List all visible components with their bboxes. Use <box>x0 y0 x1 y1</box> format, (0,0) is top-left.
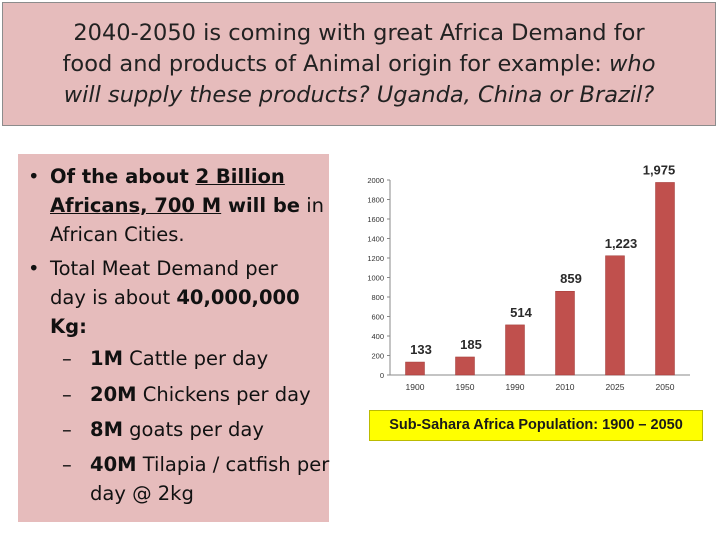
sub-bullet-4-bold: 40M <box>90 453 137 476</box>
sub-bullet-1-bold: 1M <box>90 347 123 370</box>
x-tick-label: 2050 <box>656 382 675 392</box>
title-line-2-plain: food and products of Animal origin for e… <box>62 50 610 77</box>
sub-bullet-1: –1M Cattle per day <box>62 344 268 373</box>
sub-bullet-1-text: Cattle per day <box>122 347 269 370</box>
sub-bullet-dash: – <box>62 383 72 406</box>
bullet-2-line-2: day is about 40,000,000 <box>50 283 330 312</box>
value-label-1950: 185 <box>460 337 482 352</box>
bullet-1-underline-1: 2 Billion <box>195 165 285 188</box>
y-tick-label: 1600 <box>367 215 384 224</box>
bullet-2-line-3: Kg: <box>50 312 330 341</box>
chart-caption: Sub-Sahara Africa Population: 1900 – 205… <box>369 410 703 441</box>
slide-title: 2040-2050 is coming with great Africa De… <box>2 2 716 126</box>
bullet-panel: • Of the about 2 Billion Africans, 700 M… <box>18 154 329 522</box>
bar-1900 <box>405 361 425 376</box>
y-tick-label: 1800 <box>367 196 384 205</box>
value-label-2025: 1,223 <box>605 236 638 251</box>
title-line-3: will supply these products? Uganda, Chin… <box>64 80 655 111</box>
y-tick-label: 1000 <box>367 274 384 283</box>
bullet-2-line-2-bold: 40,000,000 <box>176 286 300 309</box>
title-line-1: 2040-2050 is coming with great Africa De… <box>73 19 645 46</box>
y-tick-label: 800 <box>371 293 384 302</box>
population-bar-chart: 0 200 400 600 800 1000 1200 1400 1600 1800 2000 133… <box>367 162 690 392</box>
sub-bullet-2-bold: 20M <box>90 383 137 406</box>
bar-2025 <box>605 255 625 376</box>
sub-bullet-dash: – <box>62 347 72 370</box>
title-line-2: food and products of Animal origin for e… <box>63 49 656 80</box>
sub-bullet-dash: – <box>62 453 72 476</box>
y-tick-label: 600 <box>371 313 384 322</box>
bullet-2-line-2-plain: day is about <box>50 286 177 309</box>
sub-bullet-3-bold: 8M <box>90 418 123 441</box>
x-tick-label: 2025 <box>606 382 625 392</box>
bar-1990 <box>505 324 525 376</box>
sub-bullet-2: –20M Chickens per day <box>62 380 311 409</box>
x-tick-label: 1900 <box>406 382 425 392</box>
sub-bullet-4-text: Tilapia / catfish per <box>136 453 330 476</box>
sub-bullet-4: –40M Tilapia / catfish per <box>62 450 329 479</box>
y-tick-label: 400 <box>371 332 384 341</box>
value-label-2050: 1,975 <box>643 162 676 177</box>
title-line-3-italic: will supply these products? Uganda, Chin… <box>63 81 655 108</box>
bullet-1-text: Of the about 2 Billion Africans, 700 M w… <box>50 162 330 249</box>
sub-bullet-dash: – <box>62 418 72 441</box>
sub-bullet-3: –8M goats per day <box>62 415 264 444</box>
y-tick-label: 1400 <box>367 235 384 244</box>
bullet-dot-icon: • <box>28 257 40 280</box>
x-tick-label: 2010 <box>556 382 575 392</box>
bullet-1-plain: in African Cities. <box>50 194 325 246</box>
bullet-2-line-1: Total Meat Demand per <box>50 257 278 280</box>
y-tick-label: 2000 <box>367 176 384 185</box>
x-tick-label: 1950 <box>456 382 475 392</box>
bullet-1-underline-2: Africans, 700 M <box>50 194 222 217</box>
value-label-1900: 133 <box>410 342 432 357</box>
bar-2010 <box>555 290 575 376</box>
sub-bullet-2-text: Chickens per day <box>136 383 311 406</box>
bullet-2-line-3-bold: Kg: <box>50 315 87 338</box>
bullet-2-text: Total Meat Demand per day is about 40,00… <box>50 254 330 341</box>
sub-bullet-4-cont: day @ 2kg <box>90 482 194 505</box>
bar-2050 <box>655 182 675 376</box>
bullet-1-bold-prefix: Of the about <box>50 165 196 188</box>
value-label-1990: 514 <box>510 305 532 320</box>
title-line-2-italic: who <box>609 50 656 77</box>
bullet-dot-icon: • <box>28 165 40 188</box>
bullet-1-bold-suffix: will be <box>221 194 301 217</box>
y-tick-label: 1200 <box>367 254 384 263</box>
y-tick-label: 200 <box>371 352 384 361</box>
bar-1950 <box>455 356 475 376</box>
sub-bullet-3-text: goats per day <box>122 418 264 441</box>
y-tick-label: 0 <box>380 371 384 380</box>
value-label-2010: 859 <box>560 271 582 286</box>
x-tick-label: 1990 <box>506 382 525 392</box>
